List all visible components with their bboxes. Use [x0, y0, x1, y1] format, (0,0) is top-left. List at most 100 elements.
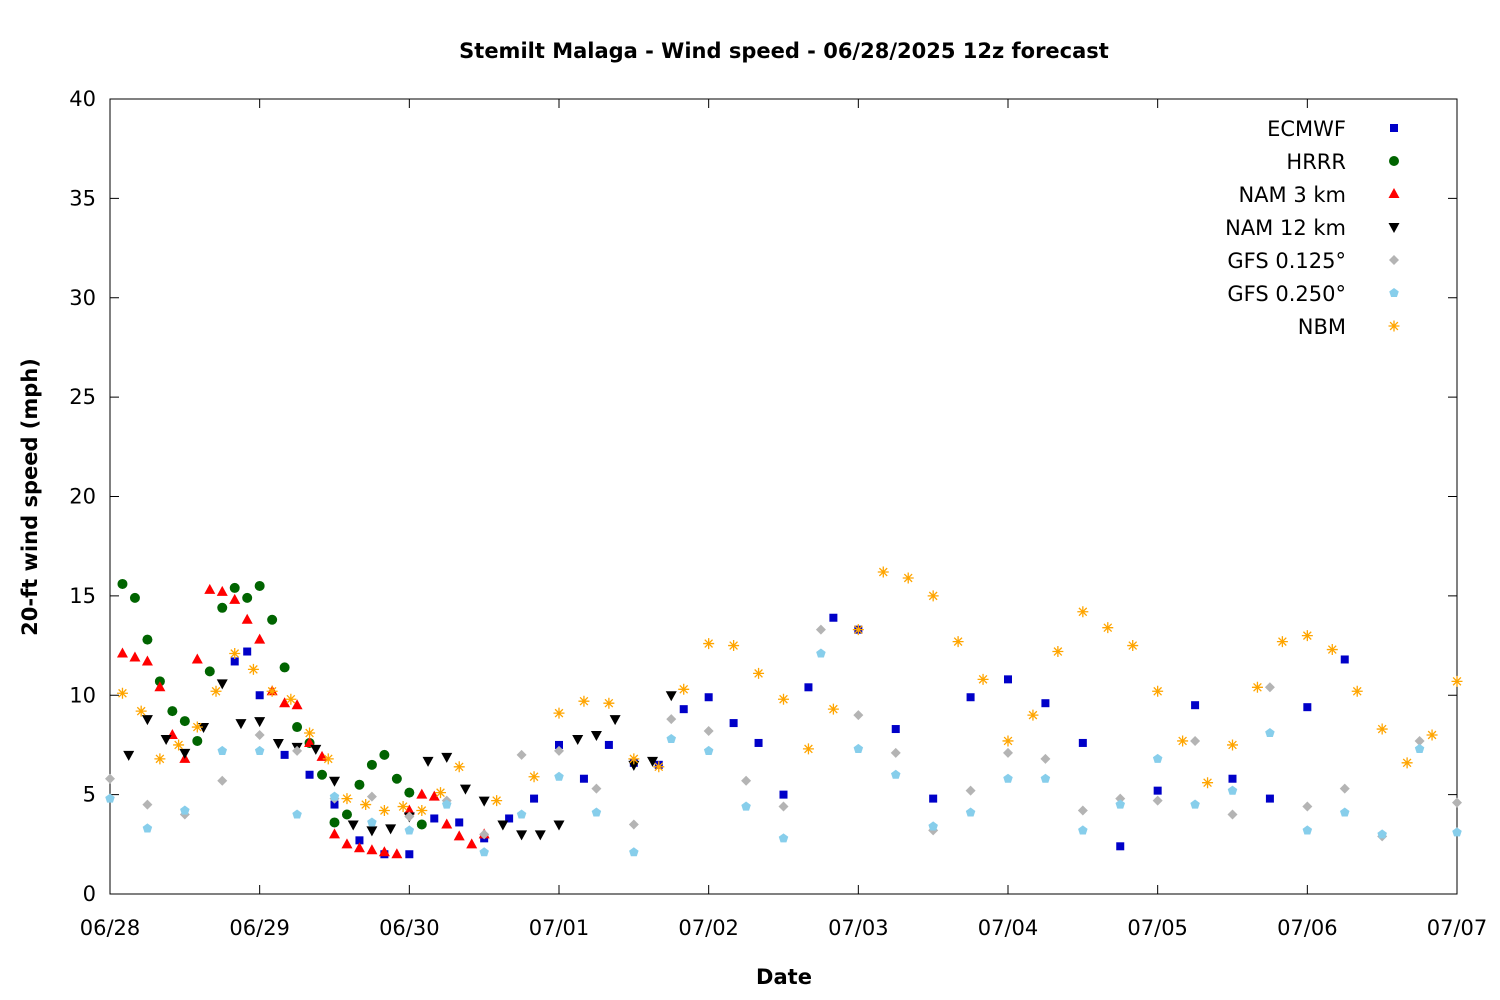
data-point [229, 648, 241, 660]
data-point [1115, 793, 1126, 804]
data-point [852, 624, 864, 636]
data-point [235, 719, 247, 730]
data-point [1152, 685, 1164, 697]
data-point [322, 753, 334, 765]
data-point [1264, 682, 1275, 693]
data-point [579, 774, 588, 783]
data-point [254, 633, 266, 644]
data-point [703, 745, 714, 755]
x-tick-label: 07/02 [678, 916, 739, 940]
data-point [804, 683, 813, 692]
data-point [366, 791, 377, 802]
data-point [266, 685, 278, 697]
data-point [123, 750, 135, 761]
legend-label: NAM 3 km [1238, 183, 1346, 207]
data-point [191, 721, 203, 733]
data-point [422, 756, 434, 767]
data-point [1052, 646, 1064, 658]
data-point [210, 685, 222, 697]
data-point [491, 795, 503, 807]
data-point [404, 811, 415, 822]
data-point [1127, 640, 1139, 652]
data-point [534, 830, 546, 841]
data-point [1340, 655, 1349, 664]
data-point [479, 829, 490, 840]
data-point [135, 705, 147, 717]
data-point [890, 769, 901, 779]
y-axis: 0 5 10 15 20 25 30 35 40 [69, 87, 1457, 906]
data-point [267, 614, 278, 625]
data-point [466, 838, 478, 849]
data-point [243, 647, 252, 656]
legend-marker [1388, 188, 1400, 198]
data-point [1004, 675, 1012, 684]
data-point [247, 663, 259, 675]
data-point [1227, 785, 1238, 795]
data-point [416, 819, 427, 830]
data-point [754, 738, 763, 747]
data-point [459, 784, 471, 795]
data-point [977, 673, 989, 685]
data-point [553, 707, 565, 719]
data-point [355, 836, 364, 845]
data-point [653, 761, 665, 773]
data-point [272, 738, 284, 749]
data-point [304, 727, 316, 739]
data-point [117, 578, 128, 589]
x-tick-label: 07/03 [828, 916, 889, 940]
data-point [329, 791, 340, 801]
data-point [229, 593, 241, 604]
series-gfs-0-250 [105, 648, 1462, 857]
data-point [665, 691, 677, 702]
data-point [217, 775, 228, 786]
data-point [815, 624, 826, 635]
data-point [230, 657, 239, 666]
data-point [216, 679, 228, 690]
data-point [555, 740, 563, 749]
data-point [902, 572, 914, 584]
data-point [366, 826, 378, 837]
data-point [329, 817, 340, 828]
data-point [590, 731, 602, 741]
chart-title: Stemilt Malaga - Wind speed - 06/28/2025… [459, 39, 1109, 63]
data-point [254, 580, 265, 591]
data-point [180, 805, 190, 815]
y-tick-label: 35 [69, 186, 96, 210]
data-point [853, 710, 864, 721]
data-point [1078, 825, 1088, 835]
data-point [629, 847, 639, 857]
data-point [628, 819, 639, 830]
data-point [403, 804, 415, 815]
data-point [416, 805, 428, 817]
data-point [479, 847, 489, 857]
x-tick-label: 07/04 [978, 916, 1039, 940]
data-point [853, 743, 864, 753]
data-point [391, 848, 403, 859]
data-point [329, 828, 340, 839]
y-tick-label: 40 [69, 87, 96, 111]
data-point [1339, 783, 1350, 794]
data-point [877, 566, 889, 578]
data-point [1452, 797, 1462, 808]
data-point [927, 590, 939, 602]
data-point [229, 582, 240, 593]
data-point [129, 592, 140, 603]
data-point [1265, 728, 1275, 738]
data-point [554, 771, 564, 781]
data-point [341, 809, 352, 820]
data-point [497, 820, 509, 831]
data-point [1078, 738, 1087, 747]
data-point [703, 638, 715, 650]
data-point [217, 745, 228, 755]
data-point [441, 818, 453, 829]
data-point [554, 745, 564, 756]
data-point [829, 613, 838, 622]
legend-marker [1388, 223, 1400, 233]
data-point [516, 749, 527, 760]
data-point [729, 719, 738, 728]
data-point [292, 745, 303, 756]
y-tick-label: 20 [69, 485, 96, 509]
legend-label: NAM 12 km [1225, 216, 1346, 240]
data-point [279, 662, 290, 673]
data-point [966, 693, 975, 702]
